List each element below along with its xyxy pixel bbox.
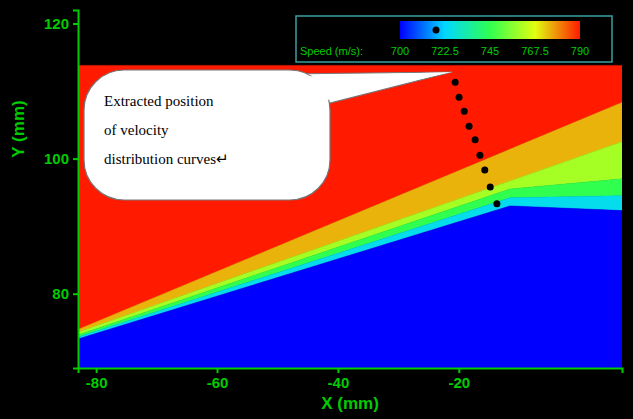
y-axis-tick: 100 bbox=[44, 150, 78, 167]
y-axis-tick-label: 120 bbox=[44, 15, 69, 32]
x-axis-tick: -60 bbox=[207, 368, 229, 391]
y-axis-tick: 80 bbox=[52, 285, 78, 302]
colorbar-tick-label: 700 bbox=[391, 45, 409, 57]
chart: -80 -60 -40 -20 80 100 120 X (mm) Y (mm) Speed (m… bbox=[0, 0, 633, 419]
y-axis-tick-mark bbox=[73, 293, 78, 295]
colorbar-title: Speed (m/s): bbox=[300, 45, 363, 57]
x-axis: -80 -60 -40 -20 bbox=[79, 368, 623, 391]
y-axis-tick-mark bbox=[73, 23, 78, 25]
y-axis-line bbox=[73, 11, 79, 369]
x-axis-tick-label: -40 bbox=[328, 374, 350, 391]
colorbar-tick-label: 790 bbox=[571, 45, 589, 57]
x-axis-tick-mark bbox=[217, 368, 219, 373]
x-axis-tick: -80 bbox=[86, 368, 108, 391]
extraction-point bbox=[476, 152, 483, 159]
extraction-point bbox=[493, 200, 500, 207]
speed-region bbox=[78, 206, 622, 368]
x-axis-tick-mark bbox=[458, 368, 460, 373]
colorbar bbox=[400, 21, 580, 39]
callout: Extracted positionof velocitydistributio… bbox=[84, 70, 452, 200]
callout-text: Extracted positionof velocitydistributio… bbox=[104, 93, 229, 167]
plot-area bbox=[78, 65, 622, 368]
extraction-point bbox=[481, 167, 488, 174]
extraction-point bbox=[456, 94, 463, 101]
colorbar-marker bbox=[433, 27, 440, 34]
colorbar-frame bbox=[296, 16, 612, 62]
y-axis-tick-mark bbox=[73, 158, 78, 160]
extraction-point bbox=[487, 183, 494, 190]
background bbox=[0, 0, 633, 419]
y-axis-tick-label: 80 bbox=[52, 285, 69, 302]
extraction-point bbox=[461, 108, 468, 115]
x-axis-tick-mark bbox=[337, 368, 339, 373]
x-axis-tick-mark bbox=[96, 368, 98, 373]
extraction-point bbox=[452, 79, 459, 86]
colorbar-tick-label: 767.5 bbox=[521, 45, 549, 57]
callout-joint bbox=[286, 72, 452, 101]
x-axis-tick-label: -20 bbox=[448, 374, 470, 391]
x-axis-tick-label: -80 bbox=[86, 374, 108, 391]
x-axis-tick: -40 bbox=[328, 368, 350, 391]
x-axis-tick: -20 bbox=[448, 368, 470, 391]
x-axis-title: X (mm) bbox=[321, 394, 379, 413]
extraction-point bbox=[472, 136, 479, 143]
callout-box bbox=[84, 70, 330, 200]
extraction-point bbox=[466, 123, 473, 130]
y-axis-title: Y (mm) bbox=[9, 100, 28, 157]
y-axis-tick-label: 100 bbox=[44, 150, 69, 167]
colorbar-tick-label: 722.5 bbox=[431, 45, 459, 57]
y-axis: 80 100 120 bbox=[44, 11, 79, 369]
y-axis-tick: 120 bbox=[44, 15, 78, 32]
x-axis-tick-label: -60 bbox=[207, 374, 229, 391]
colorbar-tick-label: 745 bbox=[481, 45, 499, 57]
x-axis-line bbox=[79, 369, 623, 374]
